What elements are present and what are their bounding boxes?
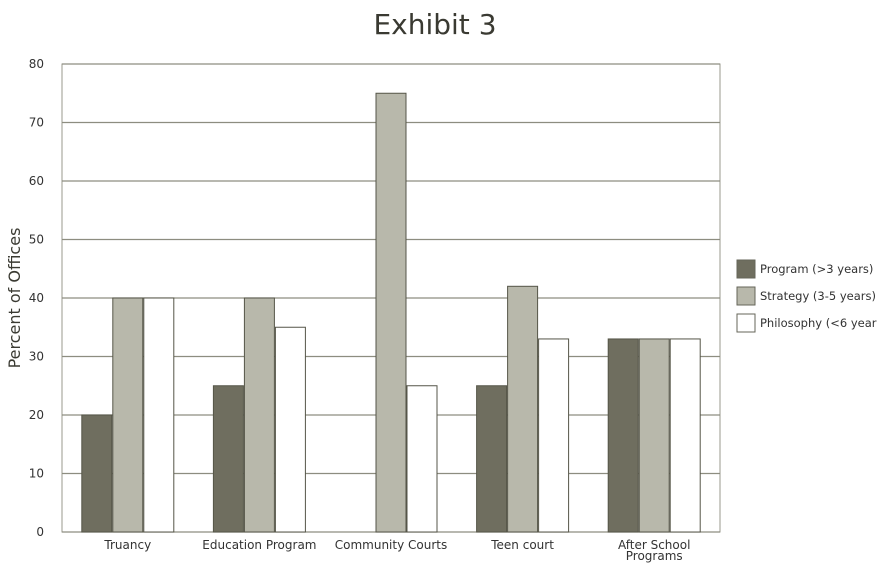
- x-axis-category-labels: Truancy Education Program Community Courts…: [103, 538, 690, 563]
- bar: [112, 297, 144, 533]
- bars: [81, 92, 701, 533]
- bar: [143, 297, 175, 533]
- x-category-label: Teen court: [490, 538, 554, 552]
- y-tick-label: 70: [29, 116, 44, 130]
- y-tick-label: 10: [29, 467, 44, 481]
- x-category-label: Education Program: [202, 538, 316, 552]
- bar: [638, 338, 670, 533]
- bar: [212, 385, 244, 533]
- legend-label: Philosophy (<6 years): [760, 316, 877, 330]
- legend-label: Program (>3 years): [760, 262, 873, 276]
- bar: [476, 385, 508, 533]
- bar: [406, 385, 438, 533]
- y-tick-label: 20: [29, 408, 44, 422]
- legend-swatch: [736, 259, 756, 279]
- legend-swatch: [736, 286, 756, 306]
- y-tick-label: 50: [29, 233, 44, 247]
- legend-label: Strategy (3-5 years): [760, 289, 876, 303]
- y-tick-label: 80: [29, 57, 44, 71]
- x-category-label: After School: [618, 538, 690, 552]
- y-tick-label: 0: [36, 525, 44, 539]
- bar: [507, 285, 539, 533]
- legend: Program (>3 years) Strategy (3-5 years) Ph…: [736, 259, 877, 333]
- legend-swatch: [736, 313, 756, 333]
- y-tick-label: 60: [29, 174, 44, 188]
- x-category-label: Community Courts: [335, 538, 447, 552]
- bar: [375, 92, 407, 533]
- x-category-label: Truancy: [103, 538, 151, 552]
- bar: [81, 414, 113, 533]
- y-tick-label: 30: [29, 350, 44, 364]
- y-tick-label: 40: [29, 291, 44, 305]
- x-category-label: Programs: [626, 549, 683, 563]
- bar: [538, 338, 570, 533]
- bar: [243, 297, 275, 533]
- bar: [607, 338, 639, 533]
- y-axis-ticks: 0 10 20 30 40 50 60 70 80: [29, 57, 44, 539]
- y-axis-label: Percent of Offices: [5, 228, 24, 369]
- bar: [669, 338, 701, 533]
- bar: [274, 326, 306, 533]
- chart-title: Exhibit 3: [373, 8, 496, 41]
